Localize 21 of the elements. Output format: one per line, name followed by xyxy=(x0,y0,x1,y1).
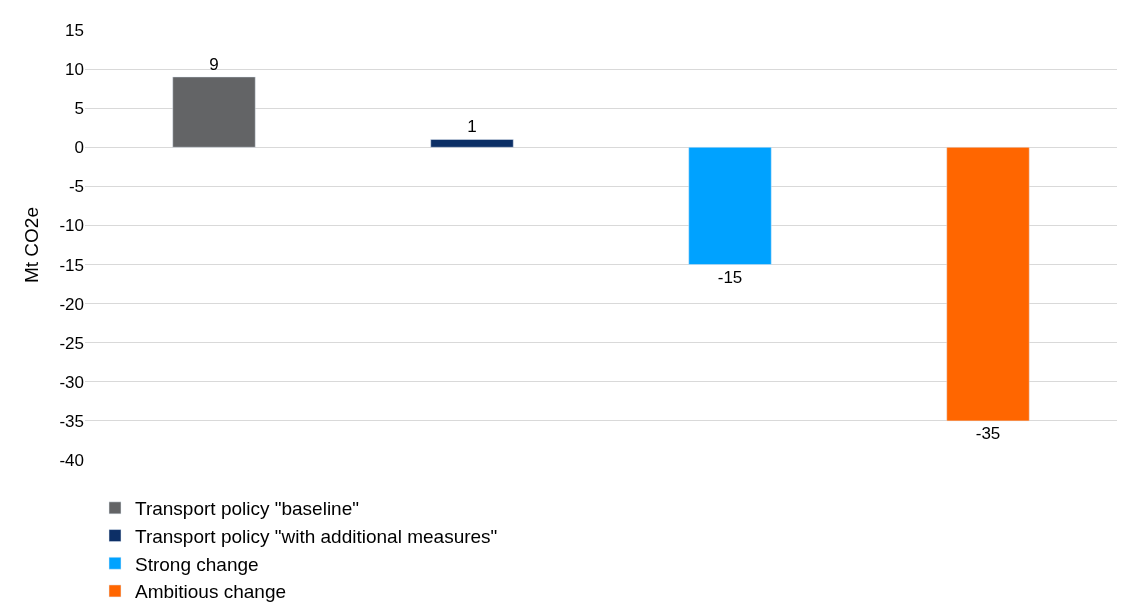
y-tick-label: 15 xyxy=(65,20,84,40)
y-tick-label: -15 xyxy=(59,255,84,275)
legend-label: Ambitious change xyxy=(135,581,287,603)
y-tick-label: 10 xyxy=(65,60,84,80)
y-tick-label: 0 xyxy=(74,138,84,158)
data-label: 1 xyxy=(467,117,477,137)
data-label: -15 xyxy=(717,267,743,287)
legend-label: Transport policy "baseline" xyxy=(135,498,360,520)
y-tick-label: -25 xyxy=(59,333,84,353)
y-tick-label: -10 xyxy=(59,216,84,236)
legend-label: Strong change xyxy=(135,553,259,575)
data-label: -35 xyxy=(975,423,1001,443)
y-tick-label: -5 xyxy=(68,177,84,197)
y-axis-title: Mt CO2e xyxy=(21,206,43,284)
y-tick-label: -40 xyxy=(59,450,84,470)
y-tick-label: -35 xyxy=(59,411,84,431)
data-label: 9 xyxy=(209,54,219,74)
legend-label: Transport policy "with additional measures" xyxy=(135,525,498,547)
y-tick-label: -20 xyxy=(59,294,84,314)
y-tick-label: -30 xyxy=(59,372,84,392)
y-tick-label: 5 xyxy=(74,99,84,119)
